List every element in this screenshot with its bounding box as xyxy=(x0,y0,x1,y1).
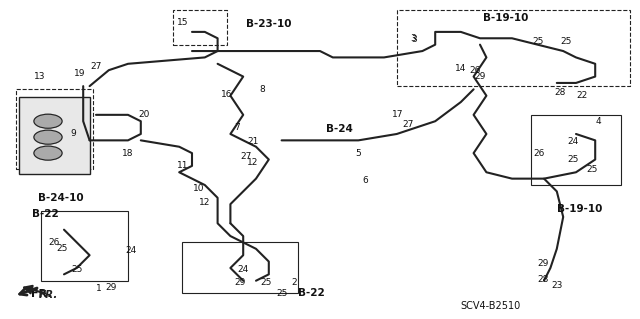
Text: 28: 28 xyxy=(538,275,549,284)
Text: 2: 2 xyxy=(292,278,297,287)
Text: B-19-10: B-19-10 xyxy=(483,12,529,23)
Text: 12: 12 xyxy=(199,198,211,207)
Text: 25: 25 xyxy=(260,278,271,287)
Text: 26: 26 xyxy=(49,238,60,247)
Text: 19: 19 xyxy=(74,69,86,78)
Text: FR.: FR. xyxy=(38,290,58,300)
Text: 26: 26 xyxy=(534,149,545,158)
Text: 29: 29 xyxy=(234,278,246,287)
Text: 14: 14 xyxy=(455,64,467,73)
Text: 25: 25 xyxy=(71,265,83,274)
Text: 16: 16 xyxy=(221,90,233,99)
FancyBboxPatch shape xyxy=(19,97,90,174)
Text: 25: 25 xyxy=(561,37,572,46)
Text: SCV4-B2510: SCV4-B2510 xyxy=(461,301,521,311)
Text: B-24: B-24 xyxy=(326,124,353,134)
Text: 24: 24 xyxy=(125,246,137,255)
Text: 27: 27 xyxy=(90,63,102,71)
Text: 24: 24 xyxy=(567,137,579,146)
Text: 25: 25 xyxy=(532,37,543,46)
Text: B-19-10: B-19-10 xyxy=(557,204,602,214)
Text: 29: 29 xyxy=(474,72,486,81)
Text: 10: 10 xyxy=(193,184,204,193)
Text: 24: 24 xyxy=(237,265,249,274)
Text: 27: 27 xyxy=(241,152,252,161)
Bar xyxy=(397,10,630,86)
Circle shape xyxy=(34,130,62,144)
Text: 6: 6 xyxy=(362,176,367,185)
Text: 8: 8 xyxy=(260,85,265,94)
Text: 22: 22 xyxy=(577,91,588,100)
Text: B-24-10: B-24-10 xyxy=(38,193,84,203)
Bar xyxy=(182,242,298,293)
Text: 26: 26 xyxy=(470,66,481,75)
Text: 20: 20 xyxy=(138,110,150,119)
Text: 25: 25 xyxy=(586,165,598,174)
Text: 1: 1 xyxy=(97,284,102,293)
Text: B-22: B-22 xyxy=(32,209,59,219)
Text: 23: 23 xyxy=(551,281,563,290)
Text: 28: 28 xyxy=(554,88,566,97)
Text: 12: 12 xyxy=(247,158,259,167)
Text: 29: 29 xyxy=(537,259,548,268)
Text: 5: 5 xyxy=(356,149,361,158)
Bar xyxy=(173,10,227,45)
Text: 27: 27 xyxy=(402,120,413,129)
Text: 25: 25 xyxy=(276,289,287,298)
Text: 17: 17 xyxy=(392,110,404,119)
Circle shape xyxy=(34,114,62,128)
Bar xyxy=(16,89,93,169)
Text: B-23-10: B-23-10 xyxy=(246,19,292,29)
Text: 3: 3 xyxy=(412,35,417,44)
Bar xyxy=(41,211,128,281)
Circle shape xyxy=(34,146,62,160)
Text: 7: 7 xyxy=(234,123,239,132)
Text: 29: 29 xyxy=(105,283,116,292)
Text: FR.: FR. xyxy=(31,289,51,299)
Text: B-22: B-22 xyxy=(298,288,324,299)
Text: 4: 4 xyxy=(596,117,601,126)
Text: 13: 13 xyxy=(34,72,45,81)
Text: 11: 11 xyxy=(177,161,188,170)
Text: 25: 25 xyxy=(56,244,68,253)
Text: 25: 25 xyxy=(567,155,579,164)
Text: 18: 18 xyxy=(122,149,134,158)
Text: 3: 3 xyxy=(410,34,415,43)
Text: 15: 15 xyxy=(177,18,188,27)
Text: 9: 9 xyxy=(71,130,76,138)
Text: 21: 21 xyxy=(247,137,259,146)
Bar xyxy=(531,115,621,185)
